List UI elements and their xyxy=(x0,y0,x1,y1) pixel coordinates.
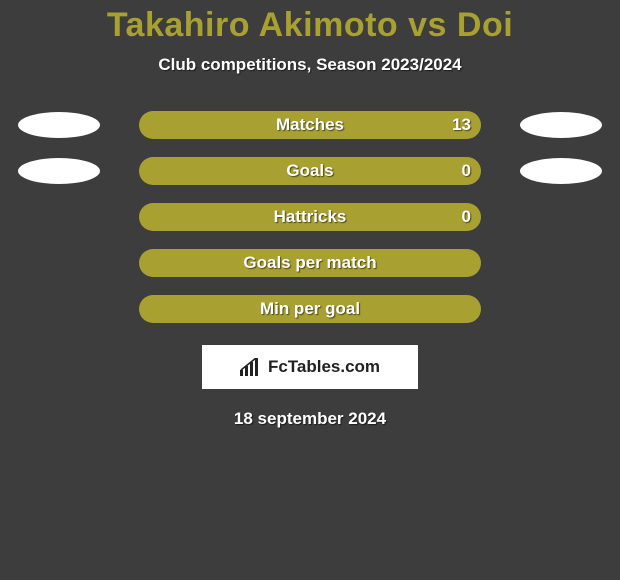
stats-list: Matches13Goals0Hattricks0Goals per match… xyxy=(0,111,620,323)
pill-right xyxy=(520,158,602,184)
stat-row: Matches13 xyxy=(0,111,620,139)
brand-badge: FcTables.com xyxy=(202,345,418,389)
pill-right xyxy=(520,112,602,138)
stat-value: 0 xyxy=(462,161,471,181)
stat-label: Hattricks xyxy=(139,207,481,227)
stat-label: Goals xyxy=(139,161,481,181)
subtitle: Club competitions, Season 2023/2024 xyxy=(158,55,461,75)
stat-row: Min per goal xyxy=(0,295,620,323)
brand-text: FcTables.com xyxy=(268,357,380,377)
stat-row: Goals0 xyxy=(0,157,620,185)
stat-value: 13 xyxy=(452,115,471,135)
chart-icon xyxy=(240,358,262,376)
pill-left xyxy=(18,158,100,184)
page-title: Takahiro Akimoto vs Doi xyxy=(107,6,513,45)
stat-label: Goals per match xyxy=(139,253,481,273)
stat-bar: Goals per match xyxy=(139,249,481,277)
stat-row: Hattricks0 xyxy=(0,203,620,231)
stat-label: Matches xyxy=(139,115,481,135)
stat-bar: Matches13 xyxy=(139,111,481,139)
date-label: 18 september 2024 xyxy=(234,409,386,429)
stat-bar: Hattricks0 xyxy=(139,203,481,231)
stat-label: Min per goal xyxy=(139,299,481,319)
stat-bar: Goals0 xyxy=(139,157,481,185)
stat-bar: Min per goal xyxy=(139,295,481,323)
stat-value: 0 xyxy=(462,207,471,227)
stat-row: Goals per match xyxy=(0,249,620,277)
pill-left xyxy=(18,112,100,138)
